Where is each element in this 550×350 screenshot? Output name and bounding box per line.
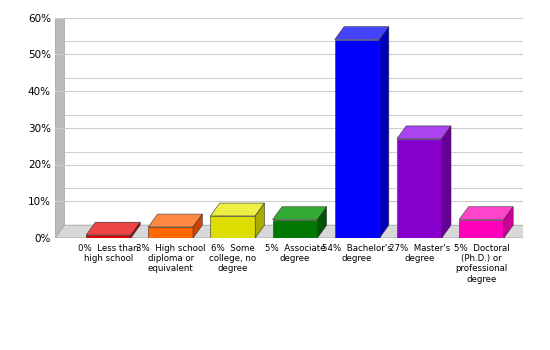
Polygon shape [442, 126, 451, 238]
Polygon shape [335, 27, 389, 40]
Text: 0%  Less than
high school: 0% Less than high school [78, 244, 139, 263]
Text: 5%  Associate
degree: 5% Associate degree [265, 244, 325, 263]
Polygon shape [55, 225, 532, 238]
Polygon shape [55, 5, 532, 18]
Polygon shape [459, 220, 504, 238]
Polygon shape [397, 139, 442, 238]
Text: 3%  High school
diploma or
equivalent: 3% High school diploma or equivalent [136, 244, 205, 273]
Polygon shape [397, 126, 451, 139]
Polygon shape [148, 214, 202, 227]
Polygon shape [211, 216, 255, 238]
Text: 27%  Master's
degree: 27% Master's degree [389, 244, 450, 263]
Polygon shape [193, 214, 202, 238]
Polygon shape [86, 222, 140, 235]
Polygon shape [459, 207, 513, 220]
Polygon shape [131, 222, 140, 238]
Polygon shape [211, 203, 265, 216]
Text: 54%  Bachelor's
degree: 54% Bachelor's degree [322, 244, 392, 263]
Polygon shape [86, 235, 131, 238]
Polygon shape [504, 207, 513, 238]
Polygon shape [317, 207, 327, 238]
Polygon shape [55, 5, 64, 238]
Polygon shape [148, 227, 193, 238]
Polygon shape [255, 203, 265, 238]
Text: 6%  Some
college, no
degree: 6% Some college, no degree [209, 244, 256, 273]
Polygon shape [335, 40, 379, 238]
Polygon shape [273, 207, 327, 220]
Polygon shape [379, 27, 389, 238]
Polygon shape [273, 220, 317, 238]
Text: 5%  Doctoral
(Ph.D.) or
professional
degree: 5% Doctoral (Ph.D.) or professional degr… [454, 244, 509, 284]
